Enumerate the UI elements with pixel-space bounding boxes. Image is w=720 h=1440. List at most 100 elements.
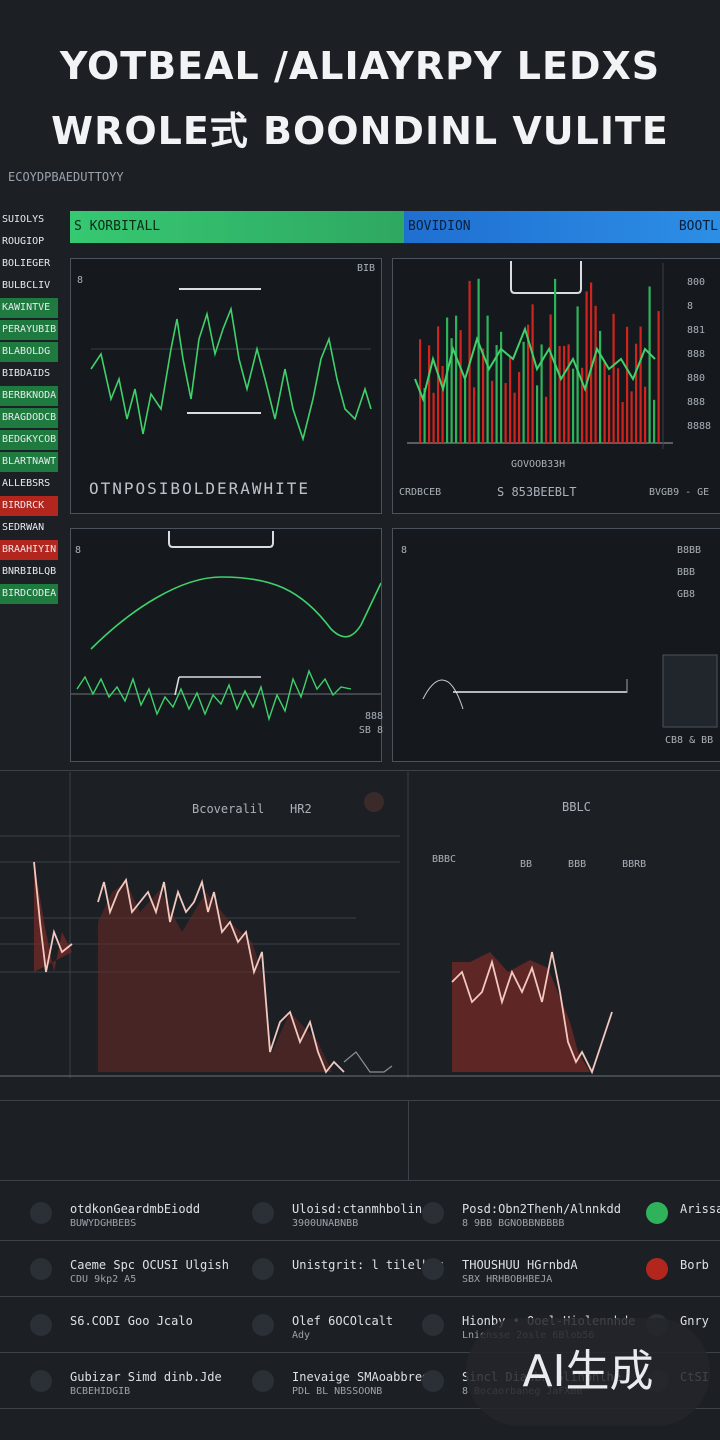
feed-cell-sub: BCBEHIDGIB bbox=[70, 1386, 131, 1397]
tab-korbitall[interactable]: S KORBITALL bbox=[70, 211, 404, 243]
sidebar-item[interactable]: PERAYUBIB bbox=[0, 320, 58, 340]
feed-cell[interactable]: Posd:Obn2Thenh/Alnnkdd 8 9BB BGNOBBNBBBB bbox=[410, 1186, 636, 1240]
volume-plot bbox=[407, 261, 673, 449]
feed-cell-title: THOUSHUU HGrnbdA bbox=[462, 1258, 578, 1272]
volume-bar bbox=[603, 360, 606, 443]
alert-icon[interactable] bbox=[364, 792, 384, 812]
status-icon bbox=[252, 1314, 274, 1336]
feed-cell[interactable]: S6.CODI Goo Jcalo bbox=[18, 1298, 240, 1352]
price-chart-right-sub: BBBC bbox=[432, 854, 457, 865]
volume-bar bbox=[590, 282, 593, 443]
sidebar-item[interactable]: BULBCLIV bbox=[2, 280, 51, 291]
volume-bar bbox=[473, 387, 476, 443]
status-icon bbox=[646, 1258, 668, 1280]
volume-axis-tick: 881 bbox=[687, 325, 706, 336]
volume-bar bbox=[509, 357, 512, 443]
volume-bar bbox=[423, 387, 426, 443]
volume-bar bbox=[495, 345, 498, 443]
sidebar-item[interactable]: BLABOLDG bbox=[0, 342, 58, 362]
chart-panel-green-signal[interactable]: 8 BIB OTNPOSIBOLDERAWHITE bbox=[70, 258, 382, 514]
tab-bootl-label: BOOTL bbox=[678, 219, 718, 234]
feed-cell[interactable]: THOUSHUU HGrnbdA SBX HRHBOBHBEJA bbox=[410, 1242, 636, 1296]
chart-panel-curve[interactable]: 8 888 SB 8 bbox=[70, 528, 383, 762]
volume-bar bbox=[639, 326, 642, 443]
sidebar-item[interactable]: KAWINTVE bbox=[0, 298, 58, 318]
feed-row-divider bbox=[0, 1240, 720, 1241]
status-icon bbox=[252, 1258, 274, 1280]
volume-bar bbox=[441, 366, 444, 443]
feed-cell-title: Gnry bbox=[680, 1314, 709, 1328]
feed-cell[interactable]: Gubizar Simd dinb.Jde BCBEHIDGIB bbox=[18, 1354, 240, 1408]
sidebar-item[interactable]: SEDRWAN bbox=[2, 522, 45, 533]
panel-corner-right-label: BIB bbox=[356, 263, 375, 274]
volume-bar bbox=[563, 345, 566, 443]
volume-bar bbox=[455, 315, 458, 443]
status-icon bbox=[30, 1202, 52, 1224]
volume-bar bbox=[531, 304, 534, 443]
price-chart-area[interactable]: Bcoveralil HR2 BBLC BBBC BB BBB BBRB bbox=[0, 772, 720, 1078]
feed-cell-sub: SBX HRHBOBHBEJA bbox=[462, 1274, 553, 1285]
volume-axis-tick: 888 bbox=[687, 349, 706, 360]
feed-cell[interactable]: Olef 6OCOlcalt Ady bbox=[240, 1298, 406, 1352]
feed-cell[interactable]: Inevaige SMAoabbreo PDL BL NBSSOONB bbox=[240, 1354, 429, 1408]
green-signal-plot bbox=[90, 288, 372, 442]
volume-axis: 800 8 881 888 880 888 8888 bbox=[687, 277, 717, 445]
volume-bar bbox=[572, 368, 575, 443]
sidebar-item[interactable]: SUIOLYS bbox=[2, 214, 45, 225]
feed-cell[interactable]: otdkonGeardmbEiodd BUWYDGHBEBS bbox=[18, 1186, 240, 1240]
feed-cell-title: Posd:Obn2Thenh/Alnnkdd bbox=[462, 1202, 621, 1216]
sidebar-item[interactable]: BERBKNODA bbox=[0, 386, 58, 406]
volume-bar bbox=[608, 375, 611, 443]
feed-cell-sub: PDL BL NBSSOONB bbox=[292, 1386, 383, 1397]
sidebar-item[interactable]: BRAAHIYIN bbox=[0, 540, 58, 560]
ai-generated-watermark: AI生成 bbox=[466, 1318, 710, 1426]
tab-bovidion[interactable]: BOVIDION BOOTL bbox=[404, 211, 720, 243]
volume-bar bbox=[653, 399, 656, 443]
volume-bar bbox=[621, 402, 624, 443]
volume-bar bbox=[446, 317, 449, 443]
sidebar-item[interactable]: BIRDRCK bbox=[0, 496, 58, 516]
feed-cell-title: Borb bbox=[680, 1258, 709, 1272]
volume-bar bbox=[527, 324, 530, 443]
tab-korbitall-label: S KORBITALL bbox=[74, 219, 161, 234]
panel-footer-label: OTNPOSIBOLDERAWHITE bbox=[89, 479, 311, 498]
chart-panel-volume[interactable]: 800 8 881 888 880 888 8888 GOVOOB33H CRDBCEB S… bbox=[392, 258, 720, 514]
feed-cell[interactable]: Unistgrit: l tilelbng bbox=[240, 1242, 444, 1296]
price-chart-tab[interactable]: BB bbox=[520, 859, 533, 870]
sidebar-item[interactable]: BNRBIBLQB bbox=[2, 566, 57, 577]
volume-chart-label: GOVOOB33H bbox=[511, 459, 566, 470]
volume-bar bbox=[644, 386, 647, 443]
status-icon bbox=[30, 1370, 52, 1392]
sidebar-item[interactable]: BLARTNAWT bbox=[0, 452, 58, 472]
sidebar-item[interactable]: ROUGIOP bbox=[2, 236, 45, 247]
feed-cell-sub: 8 9BB BGNOBBNBBBB bbox=[462, 1218, 565, 1229]
sidebar-item[interactable]: BEDGKYCOB bbox=[0, 430, 58, 450]
feed-cell[interactable]: Arissar bbox=[640, 1186, 720, 1240]
volume-axis-tick: 800 bbox=[687, 277, 706, 288]
chart-panel-flat[interactable]: 8 B8BB BBB GB8 CB8 & BB bbox=[392, 528, 720, 762]
sidebar-item[interactable]: BRAGDODCB bbox=[0, 408, 58, 428]
sidebar-item[interactable]: BIBDAIDS bbox=[2, 368, 51, 379]
feed-row-divider bbox=[0, 1408, 720, 1409]
feed-cell[interactable]: Borb bbox=[640, 1242, 720, 1296]
price-chart-left-label: Bcoveralil bbox=[192, 802, 265, 816]
volume-bar bbox=[594, 305, 597, 443]
flat-plot bbox=[422, 654, 718, 728]
flat-axis: B8BB BBB GB8 bbox=[677, 545, 717, 611]
status-icon bbox=[252, 1370, 274, 1392]
feed-cell-sub: BUWYDGHBEBS bbox=[70, 1218, 137, 1229]
price-chart-tab[interactable]: BBRB bbox=[622, 859, 647, 870]
volume-axis-tick: 888 bbox=[687, 397, 706, 408]
volume-bar bbox=[549, 314, 552, 443]
feed-cell-title: Unistgrit: l tilelbng bbox=[292, 1258, 444, 1272]
feed-cell[interactable]: Caeme Spc OCUSI Ulgish CDU 9kp2 A5 bbox=[18, 1242, 240, 1296]
flat-axis-tick: GB8 bbox=[677, 589, 696, 600]
price-plot bbox=[0, 772, 720, 1078]
curve-corner-right-label: 888 bbox=[364, 711, 383, 722]
sidebar-item[interactable]: BIRDCODEA bbox=[0, 584, 58, 604]
price-chart-tab[interactable]: BBB bbox=[568, 859, 587, 870]
sidebar-item[interactable]: BOLIEGER bbox=[2, 258, 51, 269]
feed-row-divider bbox=[0, 1296, 720, 1297]
feed-cell[interactable]: Uloisd:ctanmhbolin 3900UNABNBB bbox=[240, 1186, 422, 1240]
sidebar-item[interactable]: ALLEBSRS bbox=[2, 478, 51, 489]
